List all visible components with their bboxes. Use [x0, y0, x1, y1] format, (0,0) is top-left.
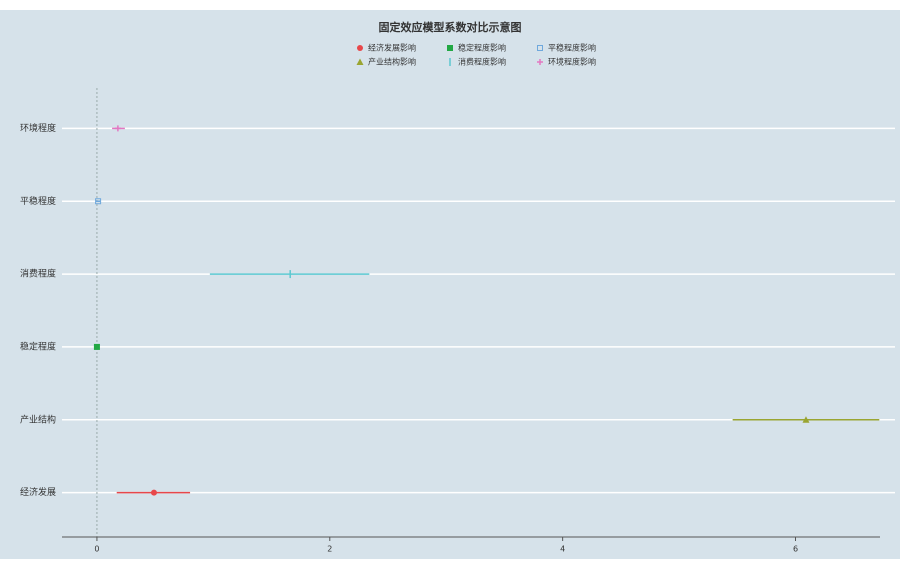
legend-marker	[537, 59, 543, 65]
x-tick-label: 4	[560, 545, 565, 554]
legend-label: 环境程度影响	[548, 57, 596, 67]
legend-label: 平稳程度影响	[548, 43, 596, 53]
point	[150, 489, 157, 496]
x-tick-label: 0	[94, 545, 99, 554]
y-tick-label: 经济发展	[20, 486, 56, 498]
background	[0, 10, 900, 559]
x-tick-label: 2	[327, 545, 332, 554]
legend-label: 产业结构影响	[368, 57, 416, 67]
y-tick-label: 平稳程度	[20, 195, 56, 207]
point	[802, 416, 810, 423]
point	[114, 125, 121, 132]
point	[93, 343, 100, 350]
y-tick-label: 稳定程度	[20, 340, 56, 352]
legend-marker	[357, 45, 363, 51]
legend-label: 经济发展影响	[368, 43, 416, 53]
x-tick-label: 6	[793, 545, 798, 554]
y-tick-label: 环境程度	[20, 122, 56, 134]
point	[95, 198, 102, 205]
legend-marker	[447, 45, 453, 51]
y-tick-label: 消费程度	[20, 268, 56, 280]
chart-title: 固定效应模型系数对比示意图	[379, 20, 522, 34]
legend-label: 稳定程度影响	[458, 43, 506, 53]
legend-marker	[356, 58, 364, 65]
legend-label: 消费程度影响	[458, 57, 506, 67]
y-tick-label: 产业结构	[20, 413, 56, 425]
legend-marker	[537, 45, 543, 51]
